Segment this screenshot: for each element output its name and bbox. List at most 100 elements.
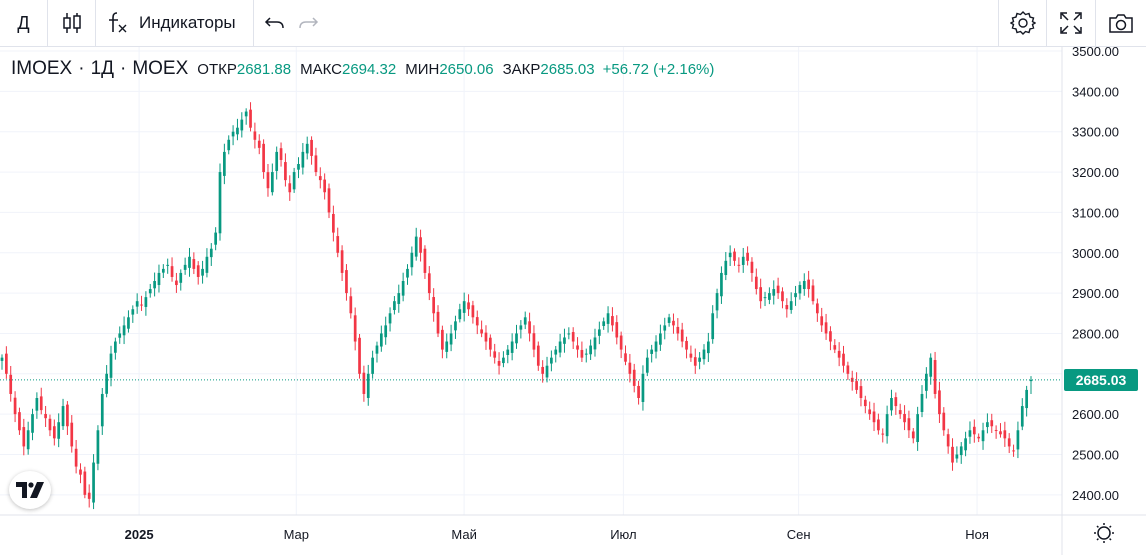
candle-body — [227, 139, 231, 151]
candle-body — [44, 413, 47, 419]
candle-body — [545, 365, 549, 378]
candle-body — [336, 236, 340, 253]
candle-body — [105, 373, 108, 394]
candle-body — [563, 337, 566, 344]
y-tick-label: 3400.00 — [1072, 84, 1119, 99]
candle-body — [257, 140, 261, 148]
candle-body — [528, 321, 531, 334]
settings-button[interactable] — [999, 0, 1046, 46]
undo-button[interactable] — [260, 0, 290, 46]
candle-body — [57, 422, 61, 439]
candle-body — [994, 429, 998, 431]
candle-body — [829, 331, 832, 342]
candle-body — [680, 329, 684, 342]
candle-body — [798, 285, 802, 294]
indicators-label: Индикаторы — [139, 13, 236, 32]
fullscreen-button[interactable] — [1047, 0, 1095, 46]
candle-body — [188, 256, 191, 268]
indicators-button[interactable]: Индикаторы — [104, 0, 254, 46]
candle-body — [371, 357, 374, 374]
candle-body — [432, 297, 436, 314]
candle-body — [349, 296, 353, 314]
candle-body — [279, 148, 283, 160]
candle-body — [70, 422, 74, 447]
candle-body — [881, 433, 885, 435]
candle-body — [977, 436, 981, 439]
candle-body — [35, 398, 39, 411]
candle-body — [964, 438, 967, 451]
candle-body — [79, 469, 82, 475]
candle-body — [968, 430, 972, 437]
candle-body — [645, 357, 649, 373]
redo-icon — [299, 17, 319, 29]
y-tick-label: 3300.00 — [1072, 125, 1119, 140]
time-axis-settings-button[interactable] — [1094, 523, 1114, 543]
candle-body — [593, 337, 597, 350]
candle-body — [898, 410, 902, 415]
candle-body — [284, 162, 287, 181]
x-tick-label: Июл — [610, 527, 636, 542]
candle-body — [122, 325, 126, 336]
y-tick-label: 3000.00 — [1072, 246, 1119, 261]
price-chart[interactable]: 3500.00 3400.00 3300.00 3200.00 3100.00 3000.… — [0, 47, 1146, 555]
candle-body — [131, 309, 135, 315]
toolbar-divider — [998, 0, 999, 46]
candle-body — [558, 341, 562, 353]
candle-body — [576, 345, 579, 350]
candle-body — [802, 281, 806, 289]
toolbar-divider — [1046, 0, 1047, 46]
candle-body — [109, 353, 113, 378]
candle-body — [305, 143, 309, 154]
candle-body — [323, 179, 327, 193]
candle-body — [781, 291, 784, 302]
snapshot-button[interactable] — [1096, 0, 1146, 46]
candle-body — [406, 268, 409, 278]
candle-body — [1025, 389, 1028, 409]
candle-body — [672, 320, 675, 326]
candle-body — [144, 297, 148, 307]
toolbar-divider — [1095, 0, 1096, 46]
candle-body — [706, 341, 710, 354]
candle-body — [833, 345, 837, 350]
candle-body — [345, 270, 348, 294]
candle-body — [83, 471, 87, 495]
interval-button[interactable]: Д — [17, 12, 30, 33]
candle-body — [475, 317, 479, 326]
x-tick-label: Ноя — [965, 527, 989, 542]
candle-body — [114, 341, 117, 353]
candle-body — [606, 313, 610, 324]
candle-body — [66, 404, 69, 427]
candle-body — [999, 431, 1002, 435]
candle-body — [5, 353, 8, 374]
chart-type-button[interactable] — [48, 0, 95, 46]
candle-body — [794, 293, 797, 298]
legend-exchange: MOEX — [132, 58, 189, 79]
candle-body — [397, 293, 401, 304]
candle-body — [262, 143, 265, 173]
legend-open-value: 2681.88 — [236, 61, 292, 78]
legend-symbol[interactable]: IMOEX — [11, 58, 73, 79]
candle-body — [611, 316, 614, 326]
candle-body — [170, 266, 174, 277]
y-tick-label: 2400.00 — [1072, 488, 1119, 503]
candle-body — [911, 431, 915, 439]
candle-body — [244, 111, 248, 117]
candle-body — [419, 237, 422, 253]
candle-body — [816, 303, 819, 314]
candle-body — [789, 301, 793, 310]
candle-body — [157, 272, 161, 286]
tradingview-logo[interactable] — [9, 471, 51, 509]
candle-body — [933, 360, 937, 394]
legend-separator: · — [78, 58, 85, 79]
candle-body — [100, 393, 104, 427]
candle-body — [153, 281, 156, 289]
x-tick-label: 2025 — [125, 527, 154, 542]
candle-body — [741, 256, 745, 265]
candle-body — [541, 366, 545, 374]
candles-icon — [62, 13, 81, 33]
candle-body — [96, 430, 100, 464]
candle-body — [401, 281, 405, 296]
fullscreen-icon — [1060, 12, 1082, 34]
redo-button[interactable] — [293, 0, 323, 46]
legend-separator: · — [120, 58, 127, 79]
